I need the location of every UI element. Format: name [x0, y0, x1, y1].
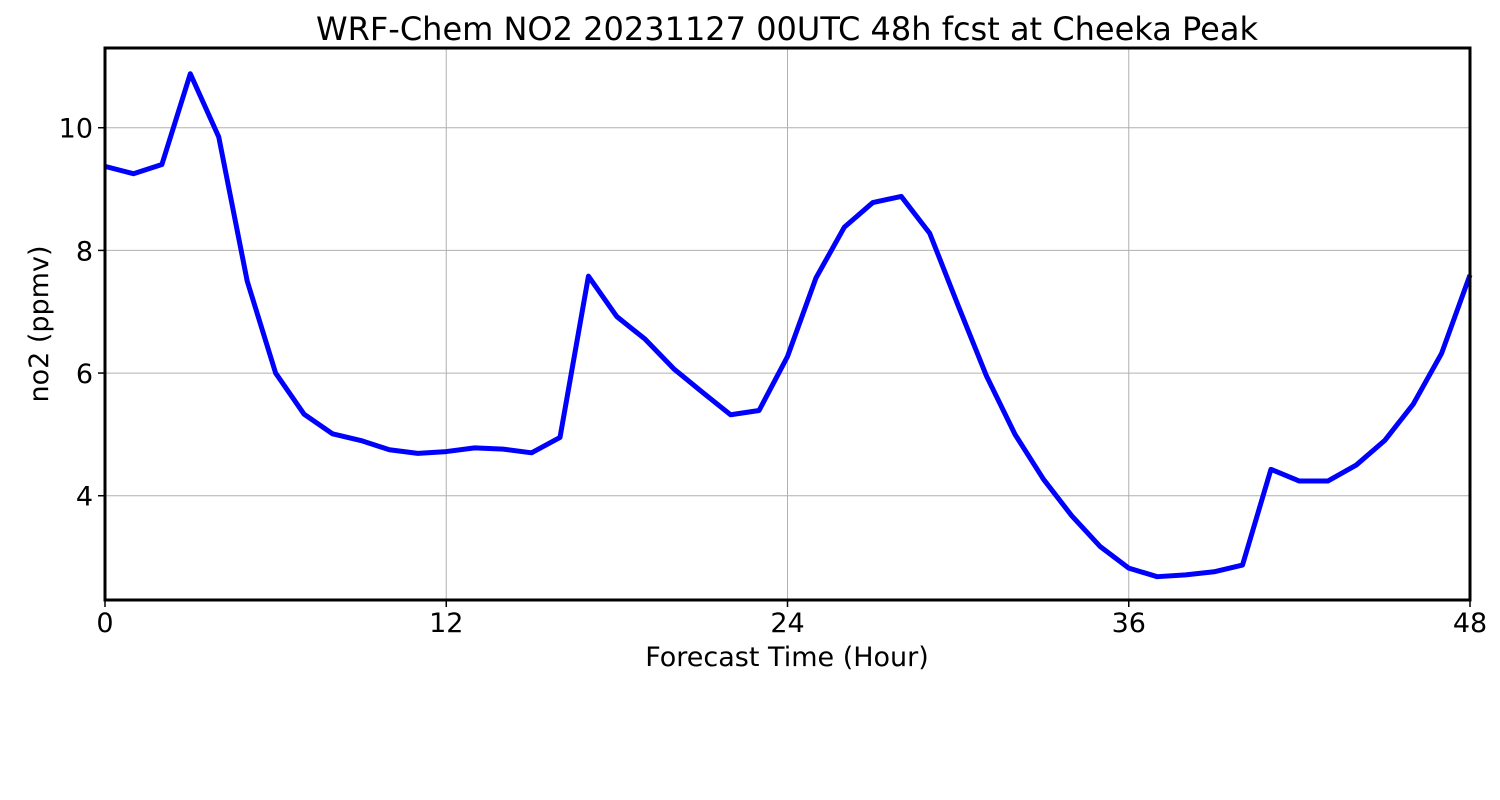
tick-layer: 0 12 24 36 48 4 6 8 10: [59, 114, 1488, 639]
y-axis-label: no2 (ppmv): [24, 245, 55, 402]
chart-title: WRF-Chem NO2 20231127 00UTC 48h fcst at …: [316, 10, 1258, 48]
x-tick-label: 48: [1453, 608, 1487, 639]
x-tick-label: 24: [770, 608, 804, 639]
series-layer: [104, 71, 1473, 580]
no2-series-line: [104, 71, 1473, 580]
x-tick-label: 36: [1112, 608, 1146, 639]
y-tick-label: 8: [76, 236, 93, 267]
x-axis-label: Forecast Time (Hour): [645, 642, 929, 673]
grid: [104, 48, 1471, 600]
x-tick-label: 0: [96, 608, 113, 639]
y-tick-label: 4: [76, 482, 93, 513]
y-tick-label: 6: [76, 359, 93, 390]
y-tick-label: 10: [59, 114, 93, 145]
x-tick-label: 12: [429, 608, 463, 639]
